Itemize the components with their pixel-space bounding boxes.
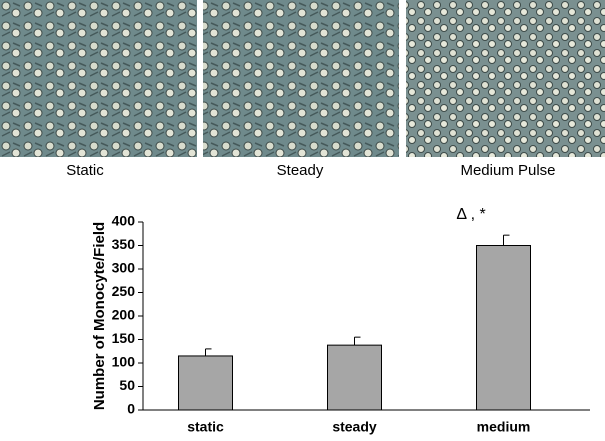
micrograph	[203, 0, 399, 157]
y-tick-label: 350	[112, 236, 136, 252]
micrograph	[406, 0, 605, 157]
caption: Static	[66, 162, 104, 179]
y-tick-label: 150	[112, 330, 136, 346]
micrograph	[0, 0, 197, 157]
caption: Steady	[277, 162, 324, 179]
y-tick-label: 100	[112, 354, 136, 370]
bar	[178, 355, 233, 411]
x-tick-label: medium	[477, 419, 531, 435]
bar	[327, 344, 382, 411]
x-tick-label: steady	[332, 419, 377, 435]
y-tick-label: 250	[112, 283, 136, 299]
y-tick-label: 400	[112, 213, 136, 229]
y-axis-label: Number of Monocyte/Field	[91, 222, 108, 410]
bar	[476, 245, 531, 411]
y-tick-label: 50	[119, 377, 135, 393]
x-tick-label: static	[187, 419, 224, 435]
caption: Medium Pulse	[460, 162, 555, 179]
y-tick-label: 200	[112, 307, 136, 323]
y-tick-label: 300	[112, 260, 136, 276]
y-tick-label: 0	[127, 401, 135, 417]
annotation: Δ , *	[456, 206, 485, 223]
